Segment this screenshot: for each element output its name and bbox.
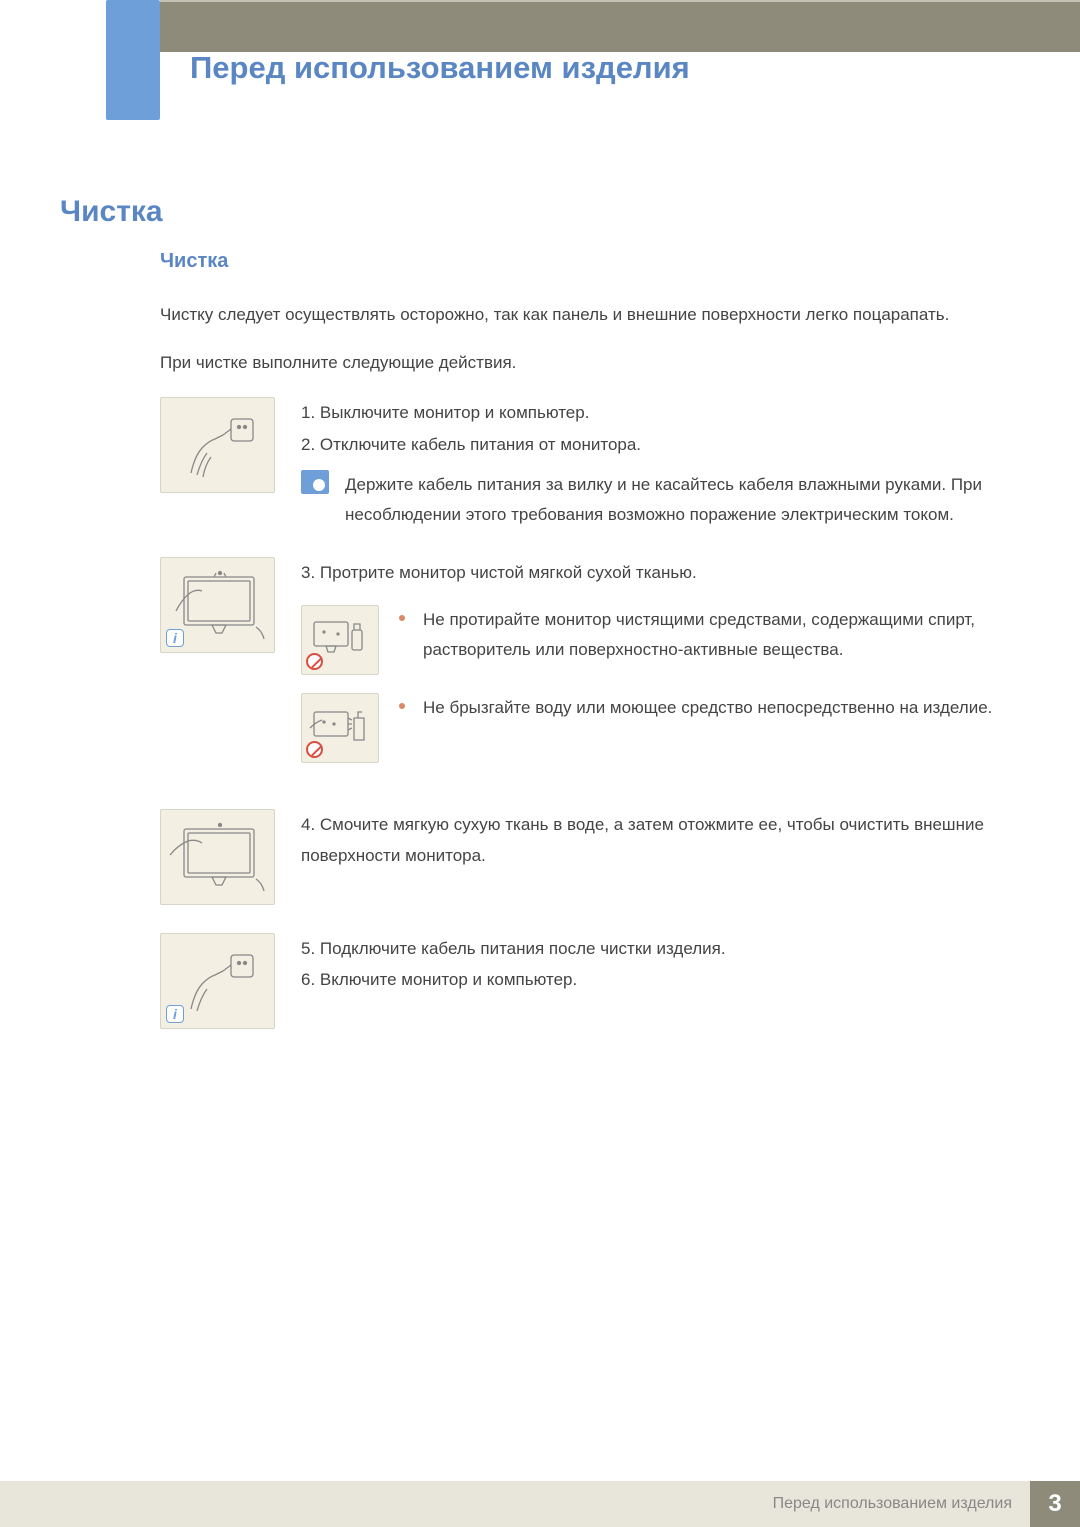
illustration-no-spray	[301, 693, 379, 763]
step-block-1: 1. Выключите монитор и компьютер. 2. Отк…	[160, 397, 1000, 529]
step-2-text: 2. Отключите кабель питания от монитора.	[301, 429, 1000, 460]
bullet-row-1: Не протирайте монитор чистящими средства…	[301, 605, 1000, 675]
step-text-3: 3. Протрите монитор чистой мягкой сухой …	[301, 557, 1000, 780]
step-block-4: 4. Смочите мягкую сухую ткань в воде, а …	[160, 809, 1000, 905]
bullet-1-text: Не протирайте монитор чистящими средства…	[423, 605, 1000, 665]
note-1-text: Держите кабель питания за вилку и не кас…	[345, 470, 1000, 530]
step-text-1-2: 1. Выключите монитор и компьютер. 2. Отк…	[301, 397, 1000, 529]
step-block-5: i 5. Подключите кабель питания после чис…	[160, 933, 1000, 1029]
note-icon	[301, 470, 329, 494]
chapter-tab	[106, 0, 160, 120]
illustration-wipe-monitor: i	[160, 557, 275, 653]
header-title: Перед использованием изделия	[190, 50, 690, 86]
intro-paragraph-2: При чистке выполните следующие действия.	[160, 349, 1000, 377]
step-block-3: i 3. Протрите монитор чистой мягкой сухо…	[160, 557, 1000, 780]
footer-bar: Перед использованием изделия 3	[0, 1481, 1080, 1527]
bullet-row-2: Не брызгайте воду или моющее средство не…	[301, 693, 1000, 763]
bullet-2-text: Не брызгайте воду или моющее средство не…	[423, 693, 1000, 723]
footer-text: Перед использованием изделия	[773, 1495, 1030, 1513]
bullet-dot	[399, 703, 405, 709]
bullet-dot	[399, 615, 405, 621]
illustration-plug-in: i	[160, 933, 275, 1029]
page-number: 3	[1030, 1481, 1080, 1527]
illustration-damp-cloth	[160, 809, 275, 905]
sub-section-title: Чистка	[160, 250, 1000, 273]
info-badge-icon: i	[166, 629, 184, 647]
hand-plug-in-icon	[173, 941, 263, 1021]
illustration-no-chemicals	[301, 605, 379, 675]
step-3-text: 3. Протрите монитор чистой мягкой сухой …	[301, 557, 1000, 588]
step-6-text: 6. Включите монитор и компьютер.	[301, 964, 1000, 995]
illustration-unplug	[160, 397, 275, 493]
step-text-5-6: 5. Подключите кабель питания после чистк…	[301, 933, 1000, 996]
prohibit-icon	[306, 653, 323, 670]
damp-cloth-icon	[168, 815, 268, 899]
content-area: Чистка Чистку следует осуществлять остор…	[160, 250, 1000, 1057]
intro-paragraph-1: Чистку следует осуществлять осторожно, т…	[160, 301, 1000, 329]
note-row-1: Держите кабель питания за вилку и не кас…	[301, 470, 1000, 530]
hand-plug-icon	[173, 405, 263, 485]
header-bar	[0, 0, 1080, 52]
step-4-text: 4. Смочите мягкую сухую ткань в воде, а …	[301, 809, 1000, 872]
info-badge-icon: i	[166, 1005, 184, 1023]
step-1-text: 1. Выключите монитор и компьютер.	[301, 397, 1000, 428]
step-5-text: 5. Подключите кабель питания после чистк…	[301, 933, 1000, 964]
prohibit-icon	[306, 741, 323, 758]
section-title: Чистка	[60, 195, 163, 229]
